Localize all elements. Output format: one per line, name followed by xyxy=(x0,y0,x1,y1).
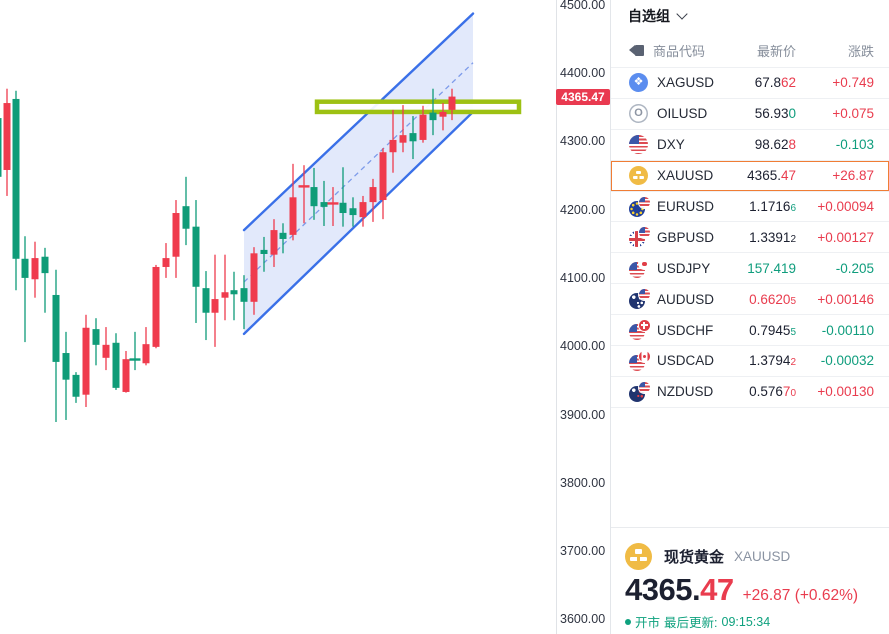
market-status: 开市 xyxy=(635,616,661,630)
trend-channel-upper xyxy=(242,12,475,232)
symbol-label: USDCHF xyxy=(657,322,714,338)
last-update-label: 最后更新: xyxy=(664,616,718,630)
instrument-detail: 现货黄金 XAUUSD 4365.47 +26.87 (+0.62%) 开市 最… xyxy=(611,528,889,634)
symbol-label: NZDUSD xyxy=(657,384,714,400)
eurusd-icon xyxy=(629,196,651,217)
candles xyxy=(0,88,456,423)
instrument-name: 现货黄金 xyxy=(664,549,725,566)
chevron-down-icon xyxy=(676,8,688,20)
column-change: 涨跌 xyxy=(847,43,874,59)
symbol-change: -0.205 xyxy=(835,260,874,276)
watchlist-row-dxy[interactable]: DXY 98.628 -0.103 xyxy=(611,130,889,161)
axis-tick: 4300.00 xyxy=(560,134,606,149)
axis-tick: 4100.00 xyxy=(560,270,606,285)
symbol-price: 56.930 xyxy=(754,106,796,122)
symbol-price: 0.79455 xyxy=(749,322,796,338)
axis-tick: 4400.00 xyxy=(560,66,606,80)
symbol-price: 1.33912 xyxy=(749,229,796,245)
detail-change: +26.87 (+0.62%) xyxy=(742,587,859,604)
axis-tick: 3600.00 xyxy=(560,612,606,627)
watchlist-row-gbpusd[interactable]: GBPUSD 1.33912 +0.00127 xyxy=(611,222,889,254)
symbol-price: 1.37942 xyxy=(749,353,796,369)
axis-tick: 3700.00 xyxy=(560,544,606,559)
watchlist-group-label: 自选组 xyxy=(628,8,670,24)
trend-channel-fill xyxy=(244,13,473,334)
axis-tick: 4000.00 xyxy=(560,339,606,354)
symbol-label: DXY xyxy=(657,137,685,153)
market-open-dot xyxy=(625,618,631,625)
symbol-change: +0.00146 xyxy=(817,291,874,307)
axis-tick: 3800.00 xyxy=(560,475,606,490)
watchlist-rows: XAGUSD 67.862 +0.749 OILUSD 56.930 +0.075 DXY 9… xyxy=(611,67,889,408)
watchlist-row-xauusd[interactable]: XAUUSD 4365.47 +26.87 xyxy=(611,160,889,192)
current-price-tag: 4365.47 xyxy=(556,88,610,105)
symbol-label: USDCAD xyxy=(657,353,715,369)
watchlist-row-audusd[interactable]: AUDUSD 0.66205 +0.00146 xyxy=(611,284,889,316)
symbol-change: +0.00130 xyxy=(817,384,874,400)
symbol-change: +26.87 xyxy=(832,168,874,184)
symbol-change: -0.00110 xyxy=(821,322,874,338)
symbol-label: EURUSD xyxy=(657,199,715,214)
watchlist-row-usdjpy[interactable]: USDJPY 157.419 -0.205 xyxy=(611,253,889,285)
symbol-change: -0.00032 xyxy=(820,353,874,369)
collapse-panel-icon[interactable] xyxy=(629,44,653,56)
trend-channel-lower xyxy=(242,110,475,336)
symbol-label: USDJPY xyxy=(657,260,711,276)
symbol-price: 4365.47 xyxy=(747,168,796,184)
last-update-time: 09:15:34 xyxy=(721,614,771,629)
symbol-change: +0.749 xyxy=(832,75,874,91)
watchlist-row-xagusd[interactable]: XAGUSD 67.862 +0.749 xyxy=(611,68,889,99)
watchlist-table-header: 商品代码 最新价 涨跌 xyxy=(611,36,889,64)
axis-line xyxy=(556,0,557,634)
symbol-label: OILUSD xyxy=(657,106,708,122)
gold-icon xyxy=(625,543,652,570)
symbol-price: 0.66205 xyxy=(749,291,796,307)
watchlist-row-usdcad[interactable]: USDCAD 1.37942 -0.00032 xyxy=(611,346,889,377)
gbpusd-icon xyxy=(629,227,651,248)
axis-tick: 3900.00 xyxy=(560,407,606,422)
symbol-price: 0.57670 xyxy=(749,384,796,400)
axis-tick: 4200.00 xyxy=(560,202,606,217)
symbol-price: 157.419 xyxy=(747,260,796,276)
audusd-icon xyxy=(629,289,651,310)
instrument-symbol: XAUUSD xyxy=(734,549,791,564)
symbol-change: -0.103 xyxy=(835,137,874,153)
xauusd-icon xyxy=(629,166,648,186)
symbol-price: 98.628 xyxy=(754,137,796,153)
symbol-change: +0.075 xyxy=(832,106,874,122)
watchlist-row-usdchf[interactable]: USDCHF 0.79455 -0.00110 xyxy=(611,315,889,347)
column-price: 最新价 xyxy=(756,43,796,59)
symbol-label: XAUUSD xyxy=(657,168,714,184)
watchlist-row-oilusd[interactable]: OILUSD 56.930 +0.075 xyxy=(611,99,889,130)
watchlist-panel: 自选组 商品代码 最新价 涨跌 XAGUSD 67.862 +0.749 OILUSD… xyxy=(611,0,889,634)
symbol-label: AUDUSD xyxy=(657,291,715,307)
xagusd-icon xyxy=(629,73,648,93)
axis-tick: 4500.00 xyxy=(560,0,606,12)
symbol-price: 1.17166 xyxy=(749,199,796,214)
symbol-change: +0.00127 xyxy=(817,229,874,245)
highlight-zone xyxy=(314,99,522,115)
symbol-change: +0.00094 xyxy=(817,199,874,214)
usdjpy-icon xyxy=(629,258,651,279)
dxy-icon xyxy=(629,135,648,155)
symbol-label: XAGUSD xyxy=(657,75,715,91)
watchlist-row-eurusd[interactable]: EURUSD 1.17166 +0.00094 xyxy=(611,192,889,223)
detail-price: 4365.47 xyxy=(625,572,734,607)
usdchf-icon xyxy=(629,320,651,341)
symbol-label: GBPUSD xyxy=(657,229,715,245)
symbol-price: 67.862 xyxy=(754,75,796,91)
column-symbol: 商品代码 xyxy=(653,43,706,59)
price-chart[interactable] xyxy=(0,0,556,634)
panel-divider xyxy=(610,0,611,634)
nzdusd-icon xyxy=(629,381,651,402)
watchlist-row-nzdusd[interactable]: NZDUSD 0.57670 +0.00130 xyxy=(611,377,889,408)
watchlist-group-selector[interactable]: 自选组 xyxy=(611,0,889,32)
oilusd-icon xyxy=(629,104,648,124)
usdcad-icon xyxy=(629,350,651,371)
detail-separator xyxy=(611,527,889,528)
trend-channel-middle xyxy=(243,62,474,283)
